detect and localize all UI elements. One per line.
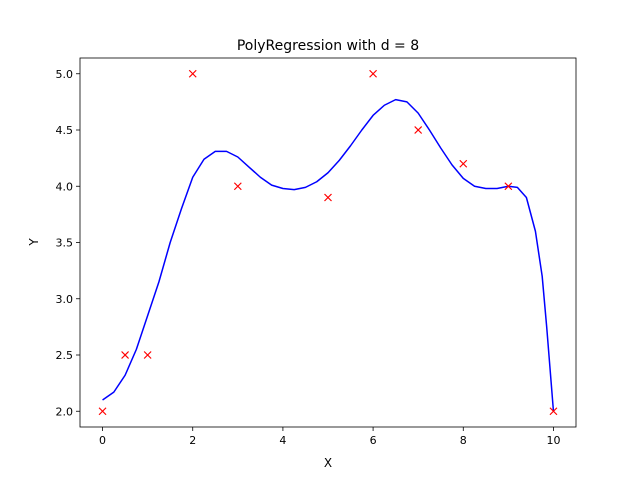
y-tick-label: 2.0: [56, 405, 74, 418]
data-point-marker: [459, 159, 468, 168]
data-point-marker: [121, 351, 130, 359]
y-tick-label: 3.0: [56, 293, 74, 306]
x-tick-label: 8: [460, 434, 467, 447]
chart-title: PolyRegression with d = 8: [237, 38, 419, 54]
marker-layer: [98, 69, 558, 416]
data-point-marker: [504, 182, 513, 191]
fit-layer: [102, 98, 555, 412]
x-tick-label: 0: [99, 434, 106, 447]
y-tick-label: 5.0: [56, 68, 74, 81]
y-tick-label: 2.5: [56, 349, 74, 362]
y-axis-label: Y: [27, 238, 41, 247]
x-axis-ticks: 0 2 4 6 8 10: [99, 427, 560, 447]
data-point-marker: [369, 69, 378, 78]
data-point-marker: [324, 193, 332, 202]
data-point-marker: [188, 69, 197, 78]
x-tick-label: 2: [189, 434, 196, 447]
plot-area: [80, 58, 576, 427]
data-point-marker: [98, 407, 107, 416]
x-tick-label: 4: [279, 434, 286, 447]
data-point-marker: [414, 126, 423, 134]
data-point-marker: [549, 407, 558, 416]
data-point-marker: [233, 182, 242, 191]
data-point-marker: [143, 351, 152, 359]
y-tick-label: 3.5: [56, 237, 74, 250]
y-axis-ticks: 2.0 2.5 3.0 3.5 4.0 4.5 5.0: [56, 68, 80, 418]
y-tick-label: 4.0: [56, 180, 74, 193]
y-tick-label: 4.5: [56, 124, 74, 137]
x-tick-label: 10: [546, 434, 560, 447]
x-tick-label: 6: [370, 434, 377, 447]
fit-curve: [102, 98, 555, 412]
x-axis-label: X: [324, 456, 332, 470]
